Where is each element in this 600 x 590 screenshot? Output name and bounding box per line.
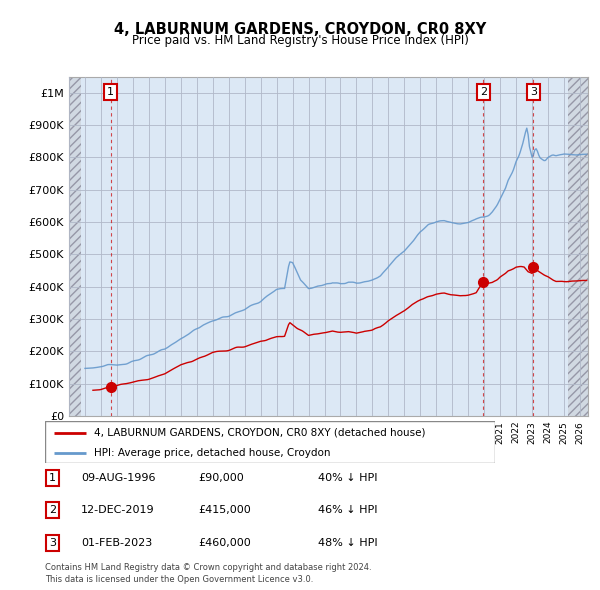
Text: £460,000: £460,000 [198,538,251,548]
Text: 1: 1 [49,473,56,483]
Text: 3: 3 [49,538,56,548]
Text: 2: 2 [480,87,487,97]
Text: 46% ↓ HPI: 46% ↓ HPI [318,506,377,515]
Text: £415,000: £415,000 [198,506,251,515]
Text: Price paid vs. HM Land Registry's House Price Index (HPI): Price paid vs. HM Land Registry's House … [131,34,469,47]
Text: 2: 2 [49,506,56,515]
Text: 40% ↓ HPI: 40% ↓ HPI [318,473,377,483]
Text: 09-AUG-1996: 09-AUG-1996 [81,473,155,483]
Text: Contains HM Land Registry data © Crown copyright and database right 2024.: Contains HM Land Registry data © Crown c… [45,563,371,572]
FancyBboxPatch shape [45,421,495,463]
Text: 12-DEC-2019: 12-DEC-2019 [81,506,155,515]
Text: This data is licensed under the Open Government Licence v3.0.: This data is licensed under the Open Gov… [45,575,313,584]
Polygon shape [568,77,588,416]
Text: £90,000: £90,000 [198,473,244,483]
Text: 4, LABURNUM GARDENS, CROYDON, CR0 8XY: 4, LABURNUM GARDENS, CROYDON, CR0 8XY [114,22,486,37]
Text: 3: 3 [530,87,537,97]
Text: 01-FEB-2023: 01-FEB-2023 [81,538,152,548]
Text: 1: 1 [107,87,114,97]
Text: HPI: Average price, detached house, Croydon: HPI: Average price, detached house, Croy… [95,448,331,457]
Polygon shape [69,77,81,416]
Text: 48% ↓ HPI: 48% ↓ HPI [318,538,377,548]
Text: 4, LABURNUM GARDENS, CROYDON, CR0 8XY (detached house): 4, LABURNUM GARDENS, CROYDON, CR0 8XY (d… [95,428,426,438]
